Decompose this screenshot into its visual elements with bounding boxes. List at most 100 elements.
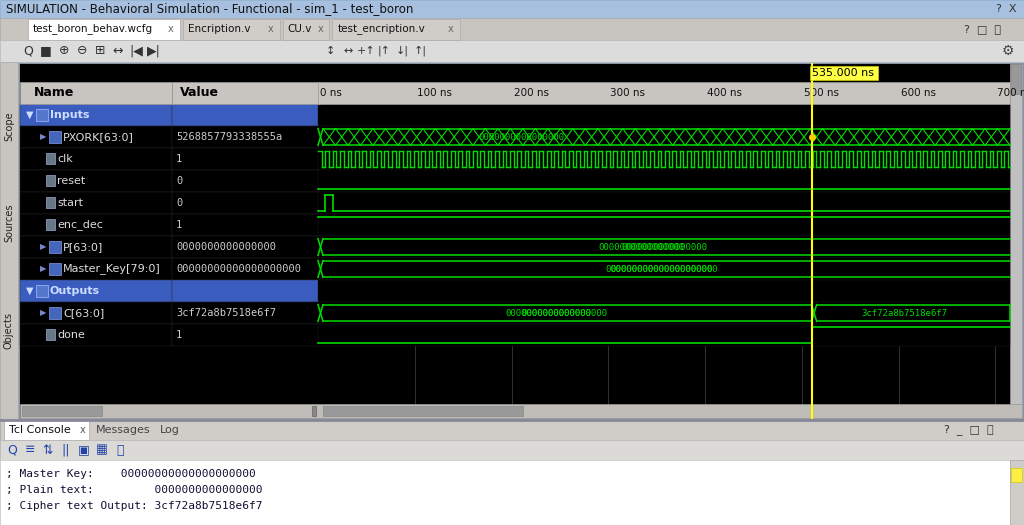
Text: 600 ns: 600 ns xyxy=(901,88,936,98)
Text: 500 ns: 500 ns xyxy=(804,88,839,98)
Bar xyxy=(172,192,319,214)
Text: ↕: ↕ xyxy=(326,46,335,56)
Text: ?  _  □  ⧉: ? _ □ ⧉ xyxy=(944,425,993,435)
Text: 0000000000000000: 0000000000000000 xyxy=(478,132,564,142)
Bar xyxy=(22,406,102,416)
Bar xyxy=(20,404,1022,418)
Text: 00000000000000000000: 00000000000000000000 xyxy=(176,264,301,274)
Text: test_boron_behav.wcfg: test_boron_behav.wcfg xyxy=(33,24,154,35)
Text: done: done xyxy=(57,330,85,340)
Text: 00000000000000000000: 00000000000000000000 xyxy=(610,265,718,274)
Bar xyxy=(172,170,319,192)
Text: 0000000000000000: 0000000000000000 xyxy=(506,309,592,318)
Text: ↓|: ↓| xyxy=(395,46,409,56)
Bar xyxy=(1010,64,1022,418)
Text: x: x xyxy=(267,24,273,34)
Text: +↑: +↑ xyxy=(356,46,376,56)
Bar xyxy=(36,285,48,297)
Text: 0: 0 xyxy=(176,176,182,186)
Bar xyxy=(20,214,172,236)
Text: clk: clk xyxy=(57,154,73,164)
Bar xyxy=(318,280,1010,302)
Bar xyxy=(318,302,1010,324)
Text: Inputs: Inputs xyxy=(50,110,89,120)
Text: C[63:0]: C[63:0] xyxy=(63,308,104,318)
Text: Encription.v: Encription.v xyxy=(188,24,251,34)
Bar xyxy=(46,153,55,164)
Text: ↔: ↔ xyxy=(343,46,352,56)
Text: ▶: ▶ xyxy=(40,265,46,274)
Text: ▶: ▶ xyxy=(40,309,46,318)
Text: 00000000000000000000: 00000000000000000000 xyxy=(605,265,713,274)
Bar xyxy=(28,19,180,40)
Text: 0000000000000000: 0000000000000000 xyxy=(522,309,608,318)
Text: ↔: ↔ xyxy=(113,45,123,58)
Text: ; Plain text:         0000000000000000: ; Plain text: 0000000000000000 xyxy=(6,485,262,495)
Bar xyxy=(20,192,172,214)
Bar xyxy=(36,109,48,121)
Text: |↑: |↑ xyxy=(378,46,390,56)
Text: Log: Log xyxy=(160,425,180,435)
Text: 0 ns: 0 ns xyxy=(319,88,342,98)
Text: Q: Q xyxy=(24,45,33,58)
Text: Master_Key[79:0]: Master_Key[79:0] xyxy=(63,264,161,275)
Bar xyxy=(318,324,1010,346)
Text: reset: reset xyxy=(57,176,85,186)
Bar xyxy=(20,170,172,192)
Text: ▶|: ▶| xyxy=(147,45,161,58)
Text: x: x xyxy=(317,24,324,34)
Bar xyxy=(318,126,1010,148)
Text: Scope: Scope xyxy=(4,112,14,141)
Text: test_encription.v: test_encription.v xyxy=(337,24,425,35)
Bar xyxy=(0,62,18,420)
Bar xyxy=(0,0,1024,18)
Text: Value: Value xyxy=(180,87,219,100)
Text: ▦: ▦ xyxy=(96,444,108,457)
Bar xyxy=(4,420,89,440)
Text: x: x xyxy=(80,425,86,435)
Text: enc_dec: enc_dec xyxy=(57,219,102,230)
Bar xyxy=(172,324,319,346)
Text: ⚙: ⚙ xyxy=(1001,44,1014,58)
Text: ⊕: ⊕ xyxy=(58,45,70,58)
Text: ▶: ▶ xyxy=(40,243,46,251)
Bar xyxy=(20,64,1022,418)
Bar xyxy=(172,82,319,104)
Bar xyxy=(0,420,1024,525)
Text: Sources: Sources xyxy=(4,204,14,243)
Text: 0000000000000000: 0000000000000000 xyxy=(598,243,684,251)
Text: |◀: |◀ xyxy=(129,45,143,58)
Text: start: start xyxy=(57,198,83,208)
Bar xyxy=(49,241,61,253)
Text: PXORK[63:0]: PXORK[63:0] xyxy=(63,132,134,142)
Text: 100 ns: 100 ns xyxy=(417,88,452,98)
Text: ||: || xyxy=(61,444,71,457)
Bar xyxy=(20,236,172,258)
Bar xyxy=(1011,64,1021,94)
Text: ≡: ≡ xyxy=(25,444,35,457)
Text: ?  X: ? X xyxy=(996,4,1017,14)
Text: ▶: ▶ xyxy=(40,132,46,142)
Bar xyxy=(20,82,172,104)
Bar xyxy=(318,170,1010,192)
Text: 🗑: 🗑 xyxy=(117,444,124,457)
Text: x: x xyxy=(168,24,174,34)
Bar xyxy=(172,280,319,302)
Bar xyxy=(172,302,319,324)
Text: ; Master Key:    00000000000000000000: ; Master Key: 00000000000000000000 xyxy=(6,469,256,479)
Text: 1: 1 xyxy=(176,220,182,230)
Bar xyxy=(46,197,55,208)
Text: ▼: ▼ xyxy=(26,110,34,120)
Bar xyxy=(1011,468,1022,482)
Bar xyxy=(0,460,1010,525)
Bar xyxy=(46,219,55,230)
Bar xyxy=(318,148,1010,170)
Bar xyxy=(172,214,319,236)
Bar xyxy=(46,175,55,186)
Text: Name: Name xyxy=(34,87,75,100)
Text: 0: 0 xyxy=(176,198,182,208)
Bar xyxy=(20,148,172,170)
Text: ↑|: ↑| xyxy=(414,46,427,56)
Text: ■: ■ xyxy=(40,45,52,58)
Bar xyxy=(0,440,1024,460)
